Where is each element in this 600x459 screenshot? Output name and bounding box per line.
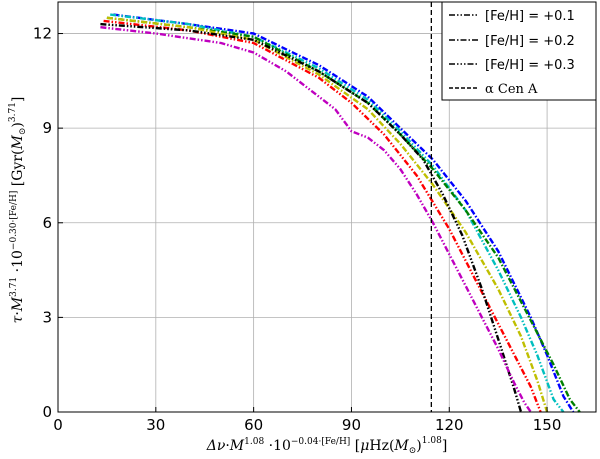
- series-line-1: [110, 13, 565, 413]
- x-axis-label: Δν·M1.08 ·10−0.04·[Fe/H] [μHz(M⊙)1.08]: [206, 436, 448, 456]
- series-line-0: [113, 13, 575, 413]
- y-tick-label: 12: [33, 25, 52, 43]
- series-line-4: [106, 16, 549, 413]
- y-axis-label: τ·M3.71 ·10−0.30·[Fe/H] [Gyr(M⊙)3.71]: [8, 97, 28, 324]
- x-tick-label: 60: [244, 416, 263, 434]
- x-tick-label: 30: [146, 416, 165, 434]
- legend-label-feh-0.1: [Fe/H] = +0.1: [485, 9, 575, 24]
- legend-label-alpha-cen-a: α Cen A: [485, 82, 538, 97]
- legend: [Fe/H] = +0.1 [Fe/H] = +0.2 [Fe/H] = +0.…: [441, 1, 597, 101]
- series-line-2: [106, 16, 581, 413]
- legend-label-feh-0.2: [Fe/H] = +0.2: [485, 34, 575, 49]
- plot-frame: [57, 1, 597, 413]
- ticks: 0 30 60 90 120 150 0 3 6 9 12: [33, 25, 562, 434]
- series-line-5: [100, 22, 523, 413]
- y-tick-label: 6: [42, 214, 52, 232]
- x-tick-label: 150: [533, 416, 562, 434]
- series-line-6: [100, 26, 532, 413]
- series-line-3: [103, 19, 542, 413]
- y-tick-label: 0: [42, 403, 52, 421]
- legend-label-feh-0.3: [Fe/H] = +0.3: [485, 58, 575, 73]
- x-tick-label: 120: [435, 416, 464, 434]
- x-tick-label: 90: [342, 416, 361, 434]
- y-tick-label: 3: [42, 308, 52, 326]
- x-tick-label: 0: [53, 416, 63, 434]
- series-layer: [100, 13, 581, 413]
- y-tick-label: 9: [42, 119, 52, 137]
- legend-box: [441, 1, 597, 101]
